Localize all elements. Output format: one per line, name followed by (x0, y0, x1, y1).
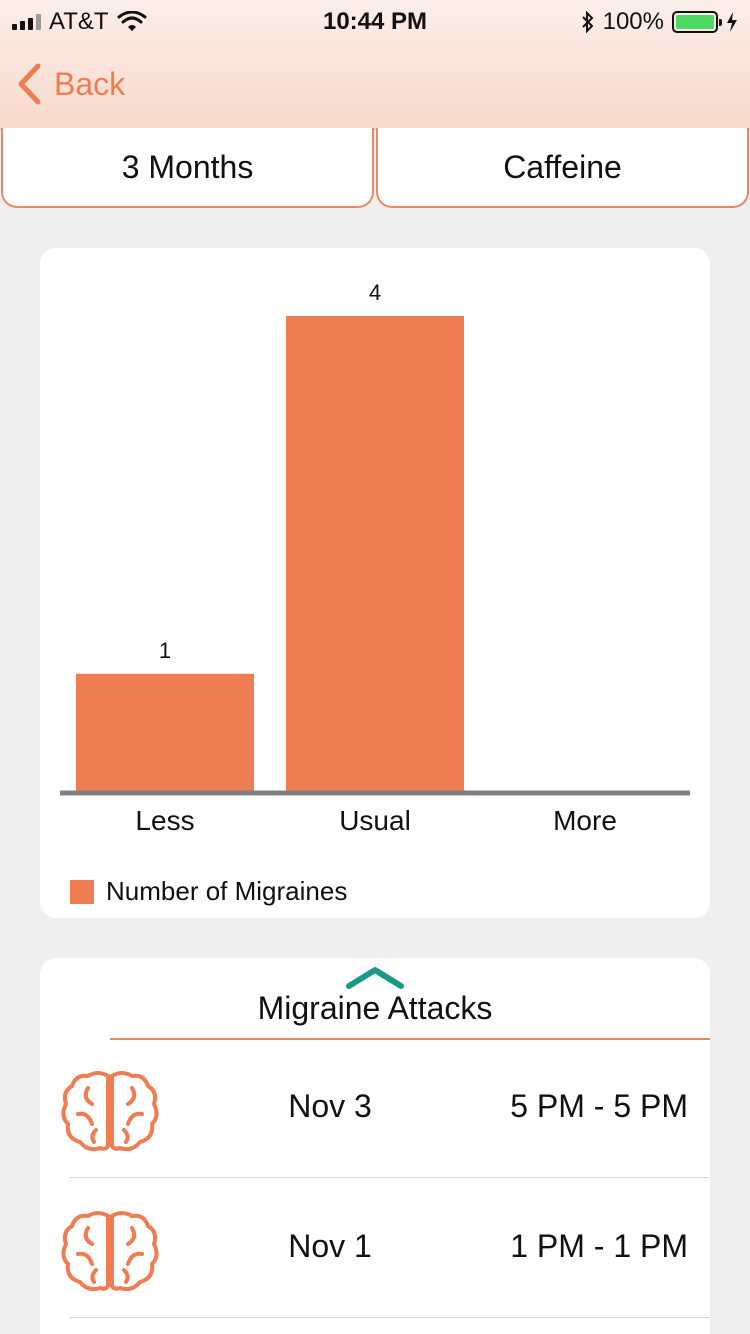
row-divider (70, 1317, 710, 1318)
migraine-chart-card: 1 Less 4 Usual More Number of Migraines (40, 248, 710, 918)
x-tick-label: More (553, 805, 617, 836)
bluetooth-icon (581, 11, 594, 33)
battery-icon (672, 11, 722, 33)
clock: 10:44 PM (322, 8, 428, 35)
x-tick-label: Usual (339, 805, 411, 836)
attack-row[interactable]: Nov 1 1 PM - 1 PM (40, 1178, 710, 1318)
attack-date: Nov 1 (288, 1228, 372, 1264)
data-label: 1 (159, 638, 171, 663)
chart-legend: Number of Migraines (70, 876, 347, 907)
row-divider (70, 1177, 710, 1178)
cellular-signal-icon (12, 14, 41, 30)
battery-percent: 100% (602, 8, 664, 35)
brain-icon (61, 1211, 159, 1292)
attack-row[interactable]: Nov 3 5 PM - 5 PM (40, 1038, 710, 1178)
chevron-up-icon[interactable] (345, 964, 405, 990)
time-range-selector[interactable]: 3 Months (1, 128, 374, 208)
brain-icon (61, 1071, 159, 1152)
status-bar: AT&T 10:44 PM 100% (0, 0, 750, 40)
back-button[interactable]: Back (16, 62, 125, 106)
x-tick-label: Less (135, 805, 194, 836)
carrier-label: AT&T (49, 8, 109, 35)
migraine-attacks-panel: Migraine Attacks Nov 3 5 PM - 5 PM Nov 1… (40, 958, 710, 1334)
chevron-left-icon (18, 63, 41, 105)
data-label: 4 (369, 280, 381, 305)
attack-time: 5 PM - 5 PM (510, 1088, 688, 1124)
charging-bolt-icon (727, 12, 737, 32)
attack-date: Nov 3 (288, 1088, 372, 1124)
factor-selector[interactable]: Caffeine (376, 128, 749, 208)
attacks-title: Migraine Attacks (257, 990, 493, 1026)
attack-time: 1 PM - 1 PM (510, 1228, 688, 1264)
wifi-icon (117, 11, 147, 31)
legend-swatch (70, 879, 94, 904)
bar-less (76, 673, 254, 793)
bar-chart: 1 Less 4 Usual More (60, 280, 690, 836)
navigation-bar: AT&T 10:44 PM 100% Back (0, 0, 750, 130)
back-label: Back (54, 65, 126, 102)
bar-usual (286, 316, 464, 793)
legend-label: Number of Migraines (106, 876, 348, 906)
title-divider (110, 1038, 710, 1040)
